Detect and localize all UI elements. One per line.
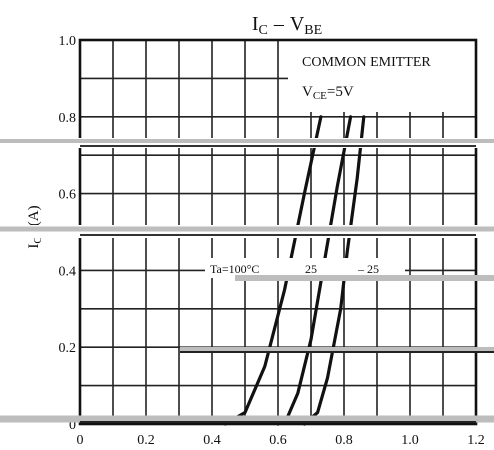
series-label-background [205,258,405,278]
chart-title: IC – VBE [252,13,322,38]
x-tick-label: 0.4 [203,433,221,448]
y-tick-label: 0.2 [59,341,77,356]
condition-box-background [288,40,476,112]
x-tick-label: 0.2 [137,433,155,448]
y-tick-label: 0.4 [59,264,77,279]
series-label-25: 25 [305,262,317,276]
y-tick-label: 0.8 [59,111,77,126]
scan-artifacts [0,138,494,423]
x-tick-label: 1.2 [467,433,485,448]
condition-vce: VCE=5V [302,84,354,102]
y-tick-labels: 0 0.2 0.4 0.6 0.8 1.0 [59,34,77,433]
series-curve-3 [302,115,366,426]
condition-common-emitter: COMMON EMITTER [302,55,431,70]
y-tick-label: 1.0 [59,34,77,49]
y-tick-label: 0 [69,418,76,433]
svg-text:IC(A): IC(A) [26,205,44,248]
series-label-ta-100: Ta=100°C [210,262,259,276]
series-labels: Ta=100°C 25 – 25 [205,258,405,278]
x-tick-label: 1.0 [401,433,419,448]
series-label-minus-25: – 25 [357,262,379,276]
series-curve-1 [223,115,323,426]
x-tick-label: 0.8 [335,433,353,448]
x-tick-label: 0.6 [269,433,287,448]
y-axis-label: IC(A) [26,205,44,248]
x-tick-labels: 0 0.2 0.4 0.6 0.8 1.0 1.2 [77,433,485,448]
y-tick-label: 0.6 [59,188,77,203]
x-tick-label: 0 [77,433,84,448]
condition-box: COMMON EMITTER VCE=5V [288,40,476,112]
